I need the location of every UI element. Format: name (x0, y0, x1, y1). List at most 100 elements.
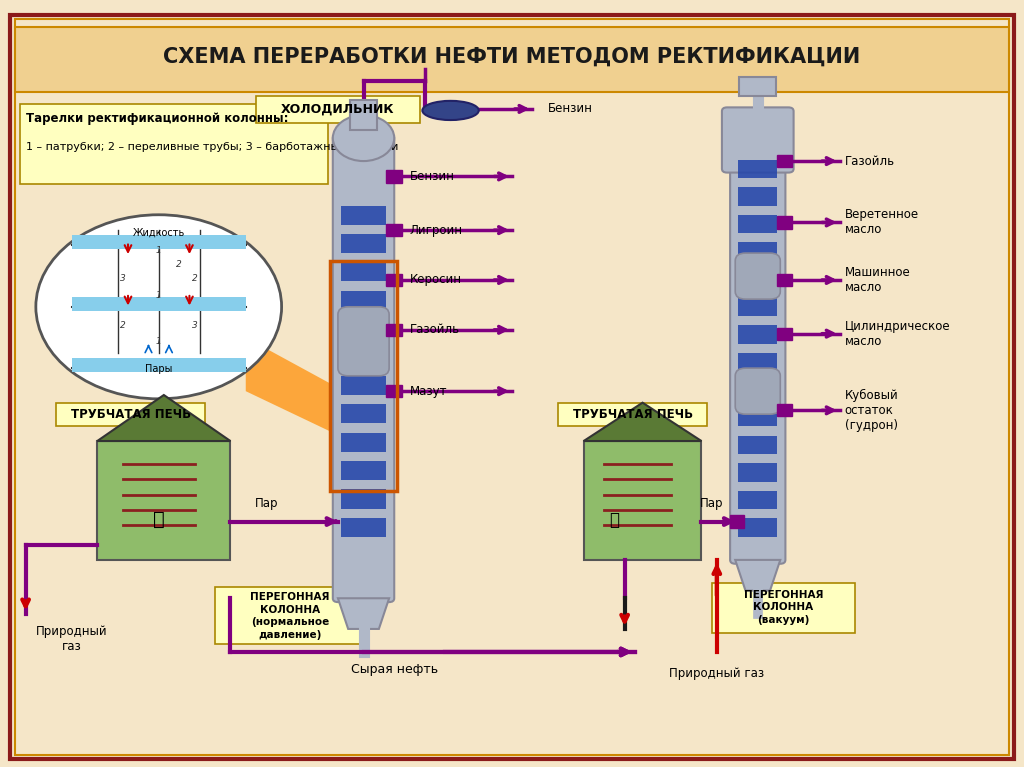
FancyBboxPatch shape (341, 262, 386, 281)
Text: Пар: Пар (255, 497, 278, 510)
Text: ПЕРЕГОННАЯ
КОЛОННА
(вакуум): ПЕРЕГОННАЯ КОЛОННА (вакуум) (743, 590, 823, 625)
FancyBboxPatch shape (739, 77, 776, 96)
Polygon shape (735, 560, 780, 591)
Polygon shape (246, 337, 358, 445)
Text: Природный газ: Природный газ (670, 667, 764, 680)
Ellipse shape (333, 115, 394, 161)
Text: Газойль: Газойль (845, 155, 895, 167)
FancyBboxPatch shape (341, 206, 386, 225)
FancyBboxPatch shape (738, 518, 777, 537)
FancyBboxPatch shape (738, 353, 777, 371)
FancyBboxPatch shape (72, 297, 246, 311)
FancyBboxPatch shape (341, 489, 386, 509)
FancyBboxPatch shape (738, 380, 777, 399)
Text: ТРУБЧАТАЯ ПЕЧЬ: ТРУБЧАТАЯ ПЕЧЬ (71, 408, 191, 420)
Text: Сырая нефть: Сырая нефть (350, 663, 438, 676)
FancyBboxPatch shape (386, 324, 402, 336)
Text: 2: 2 (120, 321, 126, 331)
Text: ХОЛОДИЛЬНИК: ХОЛОДИЛЬНИК (282, 103, 394, 115)
FancyBboxPatch shape (722, 107, 794, 173)
FancyBboxPatch shape (341, 461, 386, 480)
FancyBboxPatch shape (712, 583, 855, 633)
Polygon shape (584, 403, 701, 441)
FancyBboxPatch shape (584, 441, 701, 560)
FancyBboxPatch shape (738, 298, 777, 316)
FancyBboxPatch shape (777, 274, 792, 286)
FancyBboxPatch shape (777, 404, 792, 416)
Text: СХЕМА ПЕРЕРАБОТКИ НЕФТИ МЕТОДОМ РЕКТИФИКАЦИИ: СХЕМА ПЕРЕРАБОТКИ НЕФТИ МЕТОДОМ РЕКТИФИК… (164, 47, 860, 67)
FancyBboxPatch shape (558, 403, 707, 426)
Text: Машинное
масло: Машинное масло (845, 266, 910, 294)
FancyBboxPatch shape (341, 234, 386, 253)
FancyBboxPatch shape (738, 408, 777, 426)
Text: Природный
газ: Природный газ (36, 625, 108, 653)
Text: Веретенное
масло: Веретенное масло (845, 209, 919, 236)
FancyBboxPatch shape (777, 155, 792, 167)
Text: Пары: Пары (145, 364, 172, 374)
FancyBboxPatch shape (738, 270, 777, 288)
Text: Кубовый
остаток
(гудрон): Кубовый остаток (гудрон) (845, 389, 898, 432)
FancyBboxPatch shape (72, 358, 246, 372)
FancyBboxPatch shape (738, 242, 777, 261)
FancyBboxPatch shape (386, 274, 402, 286)
FancyBboxPatch shape (738, 325, 777, 344)
FancyBboxPatch shape (56, 403, 205, 426)
Ellipse shape (422, 101, 479, 120)
Circle shape (36, 215, 282, 399)
FancyBboxPatch shape (341, 376, 386, 395)
FancyBboxPatch shape (738, 160, 777, 178)
FancyBboxPatch shape (777, 216, 792, 229)
FancyBboxPatch shape (20, 104, 328, 184)
Text: ПЕРЕГОННАЯ
КОЛОННА
(нормальное
давление): ПЕРЕГОННАЯ КОЛОННА (нормальное давление) (250, 592, 330, 640)
Text: 1: 1 (156, 246, 162, 255)
FancyBboxPatch shape (333, 134, 394, 602)
Text: 1 – патрубки; 2 – переливные трубы; 3 – барботажные колпаки: 1 – патрубки; 2 – переливные трубы; 3 – … (26, 142, 398, 153)
Text: Газойль: Газойль (410, 324, 460, 336)
FancyBboxPatch shape (341, 404, 386, 423)
FancyBboxPatch shape (738, 187, 777, 206)
FancyBboxPatch shape (341, 518, 386, 537)
FancyBboxPatch shape (735, 368, 780, 414)
Text: ТРУБЧАТАЯ ПЕЧЬ: ТРУБЧАТАЯ ПЕЧЬ (572, 408, 693, 420)
FancyBboxPatch shape (738, 463, 777, 482)
Text: 3: 3 (191, 321, 198, 331)
Text: 3: 3 (120, 274, 126, 283)
FancyBboxPatch shape (10, 15, 1014, 759)
Text: Мазут: Мазут (410, 385, 447, 397)
FancyBboxPatch shape (738, 436, 777, 454)
FancyBboxPatch shape (730, 150, 785, 564)
Text: Бензин: Бензин (410, 170, 455, 183)
FancyBboxPatch shape (15, 19, 1009, 755)
FancyBboxPatch shape (386, 170, 402, 183)
Text: 1: 1 (156, 291, 162, 300)
FancyBboxPatch shape (738, 215, 777, 233)
Text: Бензин: Бензин (548, 103, 593, 115)
FancyBboxPatch shape (341, 347, 386, 367)
Polygon shape (97, 395, 230, 441)
FancyBboxPatch shape (738, 491, 777, 509)
Text: 1: 1 (156, 337, 162, 346)
Text: Пар: Пар (700, 497, 723, 510)
FancyBboxPatch shape (777, 328, 792, 340)
FancyBboxPatch shape (72, 235, 246, 249)
Text: Жидкость: Жидкость (132, 228, 185, 238)
FancyBboxPatch shape (730, 515, 744, 528)
Text: Тарелки ректификационной колонны:: Тарелки ректификационной колонны: (26, 113, 288, 125)
FancyBboxPatch shape (341, 291, 386, 310)
Polygon shape (338, 598, 389, 629)
FancyBboxPatch shape (341, 433, 386, 452)
FancyBboxPatch shape (97, 441, 230, 560)
FancyBboxPatch shape (341, 319, 386, 338)
FancyBboxPatch shape (386, 385, 402, 397)
Text: Лигроин: Лигроин (410, 224, 463, 236)
FancyBboxPatch shape (338, 307, 389, 376)
FancyBboxPatch shape (215, 587, 364, 644)
Text: 🔥: 🔥 (153, 510, 165, 529)
FancyBboxPatch shape (256, 96, 420, 123)
Text: Керосин: Керосин (410, 274, 462, 286)
FancyBboxPatch shape (350, 100, 377, 130)
Text: 2: 2 (191, 274, 198, 283)
FancyBboxPatch shape (15, 27, 1009, 92)
FancyBboxPatch shape (735, 253, 780, 299)
Text: Цилиндрическое
масло: Цилиндрическое масло (845, 320, 950, 347)
